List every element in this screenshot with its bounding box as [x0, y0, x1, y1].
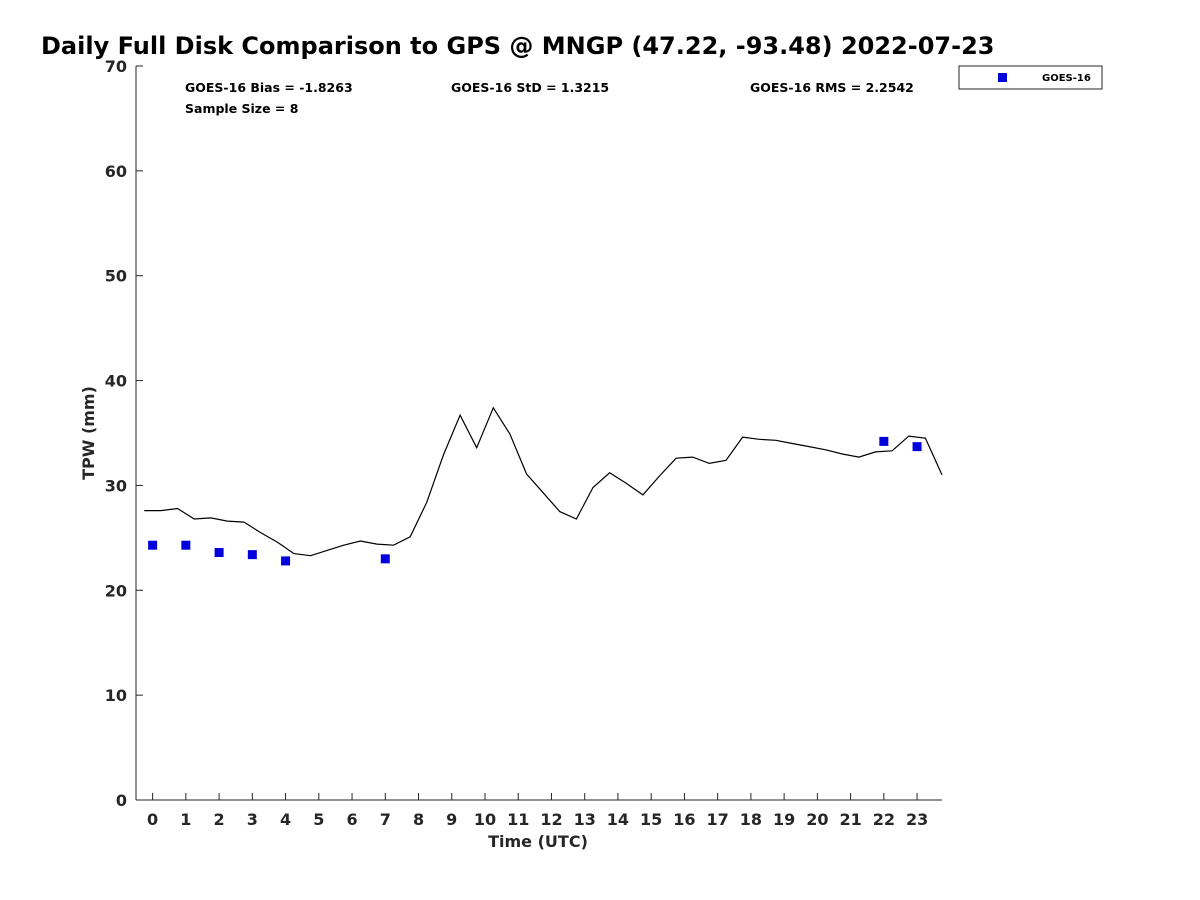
x-tick-label: 3 — [247, 810, 258, 829]
x-tick-label: 21 — [839, 810, 861, 829]
goes16-point — [214, 548, 224, 558]
plot-area — [135, 66, 942, 801]
y-tick-label: 10 — [105, 686, 127, 705]
bias-stat: GOES-16 Bias = -1.8263 — [185, 80, 353, 95]
y-axis-ticks: 0 10 20 30 40 50 60 70 — [105, 57, 143, 810]
x-tick-label: 9 — [446, 810, 457, 829]
legend: GOES-16 — [958, 65, 1103, 90]
x-tick-label: 5 — [313, 810, 324, 829]
x-tick-label: 11 — [507, 810, 529, 829]
x-tick-label: 14 — [607, 810, 629, 829]
y-tick-label: 60 — [105, 162, 127, 181]
x-tick-label: 10 — [474, 810, 496, 829]
x-tick-label: 22 — [873, 810, 895, 829]
x-axis-label: Time (UTC) — [488, 832, 588, 851]
y-tick-label: 50 — [105, 267, 127, 286]
gps-line — [144, 406, 943, 557]
x-tick-label: 6 — [346, 810, 357, 829]
y-tick-label: 0 — [116, 791, 127, 810]
x-tick-label: 19 — [773, 810, 795, 829]
x-tick-label: 8 — [413, 810, 424, 829]
x-tick-label: 7 — [380, 810, 391, 829]
goes16-point — [281, 556, 291, 566]
y-tick-label: 30 — [105, 476, 127, 495]
goes16-point — [879, 436, 889, 446]
std-stat: GOES-16 StD = 1.3215 — [451, 80, 609, 95]
x-tick-label: 15 — [640, 810, 662, 829]
x-tick-label: 2 — [214, 810, 225, 829]
x-tick-label: 18 — [740, 810, 762, 829]
legend-box — [958, 65, 1103, 90]
y-axis-label: TPW (mm) — [79, 386, 98, 480]
x-tick-label: 0 — [147, 810, 158, 829]
y-tick-label: 70 — [105, 57, 127, 76]
goes16-point — [912, 442, 922, 452]
goes16-point — [181, 540, 191, 550]
x-tick-label: 12 — [540, 810, 562, 829]
y-tick-label: 40 — [105, 372, 127, 391]
goes16-point — [380, 554, 390, 564]
y-tick-label: 20 — [105, 581, 127, 600]
chart-title: Daily Full Disk Comparison to GPS @ MNGP… — [41, 32, 994, 60]
legend-label-goes16: GOES-16 — [1042, 73, 1091, 84]
x-tick-label: 16 — [673, 810, 695, 829]
x-tick-label: 17 — [707, 810, 729, 829]
legend-marker-goes16 — [998, 73, 1007, 82]
rms-stat: GOES-16 RMS = 2.2542 — [750, 80, 914, 95]
goes16-point — [148, 540, 158, 550]
x-tick-label: 23 — [906, 810, 928, 829]
x-tick-label: 13 — [574, 810, 596, 829]
x-axis-ticks: 0 1 2 3 4 5 6 7 8 9 10 11 12 13 14 15 16 17 18 19 20 21 22 23 — [147, 793, 928, 829]
x-tick-label: 4 — [280, 810, 291, 829]
sample-size-stat: Sample Size = 8 — [185, 101, 298, 116]
goes16-point — [247, 550, 257, 560]
x-tick-label: 20 — [806, 810, 828, 829]
series-layer — [144, 406, 943, 566]
x-tick-label: 1 — [180, 810, 191, 829]
